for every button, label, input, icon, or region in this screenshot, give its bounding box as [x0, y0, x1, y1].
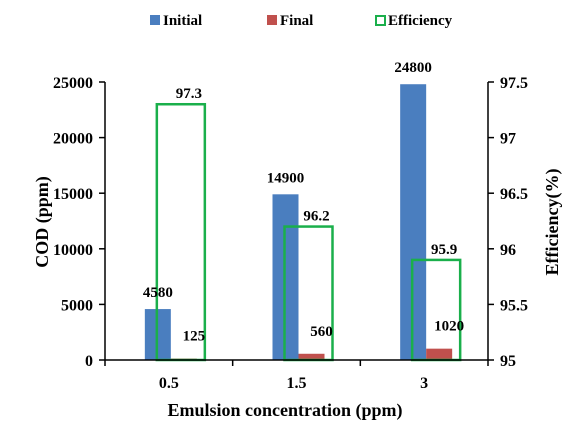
y-tick-label: 0	[85, 353, 93, 370]
legend-label: Efficiency	[388, 13, 453, 29]
plot-area: 4580 125 97.3 14900 560 96.2 24800 1020 95.9	[143, 60, 464, 362]
bar-final	[298, 353, 325, 360]
axes: 0.5 1.5 3 0 5000 10000 15000 20000 25000 95 95.5 96…	[53, 75, 528, 392]
y-tick-label: 25000	[53, 75, 93, 92]
legend-swatch	[150, 15, 160, 25]
legend-swatch	[375, 15, 386, 26]
y2-tick-label: 95.5	[500, 297, 528, 314]
data-label-efficiency: 95.9	[431, 242, 457, 258]
x-tick-label: 3	[420, 375, 428, 392]
y-tick-label: 20000	[53, 131, 93, 148]
data-label-initial: 4580	[143, 285, 173, 301]
y2-tick-label: 97.5	[500, 75, 528, 92]
y-tick-label: 5000	[61, 297, 93, 314]
y-tick-label: 15000	[53, 186, 93, 203]
legend-swatch	[267, 15, 277, 25]
data-label-efficiency: 96.2	[303, 209, 329, 225]
bar-final	[426, 348, 453, 360]
data-label-initial: 14900	[267, 170, 305, 186]
data-label-initial: 24800	[394, 60, 432, 76]
data-label-final: 125	[183, 329, 206, 345]
x-tick-label: 0.5	[159, 375, 179, 392]
y-tick-label: 10000	[53, 242, 93, 259]
y2-tick-label: 97	[500, 131, 516, 148]
y-axis-title: COD (ppm)	[32, 176, 53, 268]
data-label-final: 560	[310, 324, 333, 340]
data-label-efficiency: 97.3	[176, 86, 202, 102]
legend-label: Initial	[163, 13, 202, 29]
y2-tick-label: 95	[500, 353, 516, 370]
x-axis-title: Emulsion concentration (ppm)	[167, 400, 402, 421]
x-tick-label: 1.5	[287, 375, 307, 392]
legend-label: Final	[280, 13, 313, 29]
y2-tick-label: 96	[500, 242, 516, 259]
data-label-final: 1020	[434, 319, 464, 335]
y2-axis-title: Efficiency(%)	[542, 169, 563, 276]
legend: Initial Final Efficiency	[150, 13, 453, 29]
y2-tick-label: 96.5	[500, 186, 528, 203]
